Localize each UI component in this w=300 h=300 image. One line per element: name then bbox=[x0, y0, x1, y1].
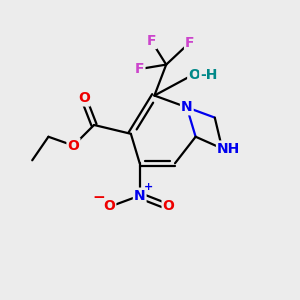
Text: N: N bbox=[181, 100, 193, 114]
Text: N: N bbox=[134, 189, 146, 202]
Text: O: O bbox=[78, 92, 90, 106]
Text: −: − bbox=[92, 190, 105, 205]
Text: F: F bbox=[135, 62, 144, 76]
Text: O: O bbox=[68, 139, 80, 153]
Text: F: F bbox=[185, 35, 194, 50]
Text: O: O bbox=[103, 199, 115, 213]
Text: O: O bbox=[188, 68, 200, 82]
Text: -H: -H bbox=[200, 68, 218, 82]
Text: O: O bbox=[163, 199, 175, 213]
Text: NH: NH bbox=[217, 142, 240, 155]
Text: +: + bbox=[144, 182, 153, 192]
Text: F: F bbox=[147, 34, 156, 48]
